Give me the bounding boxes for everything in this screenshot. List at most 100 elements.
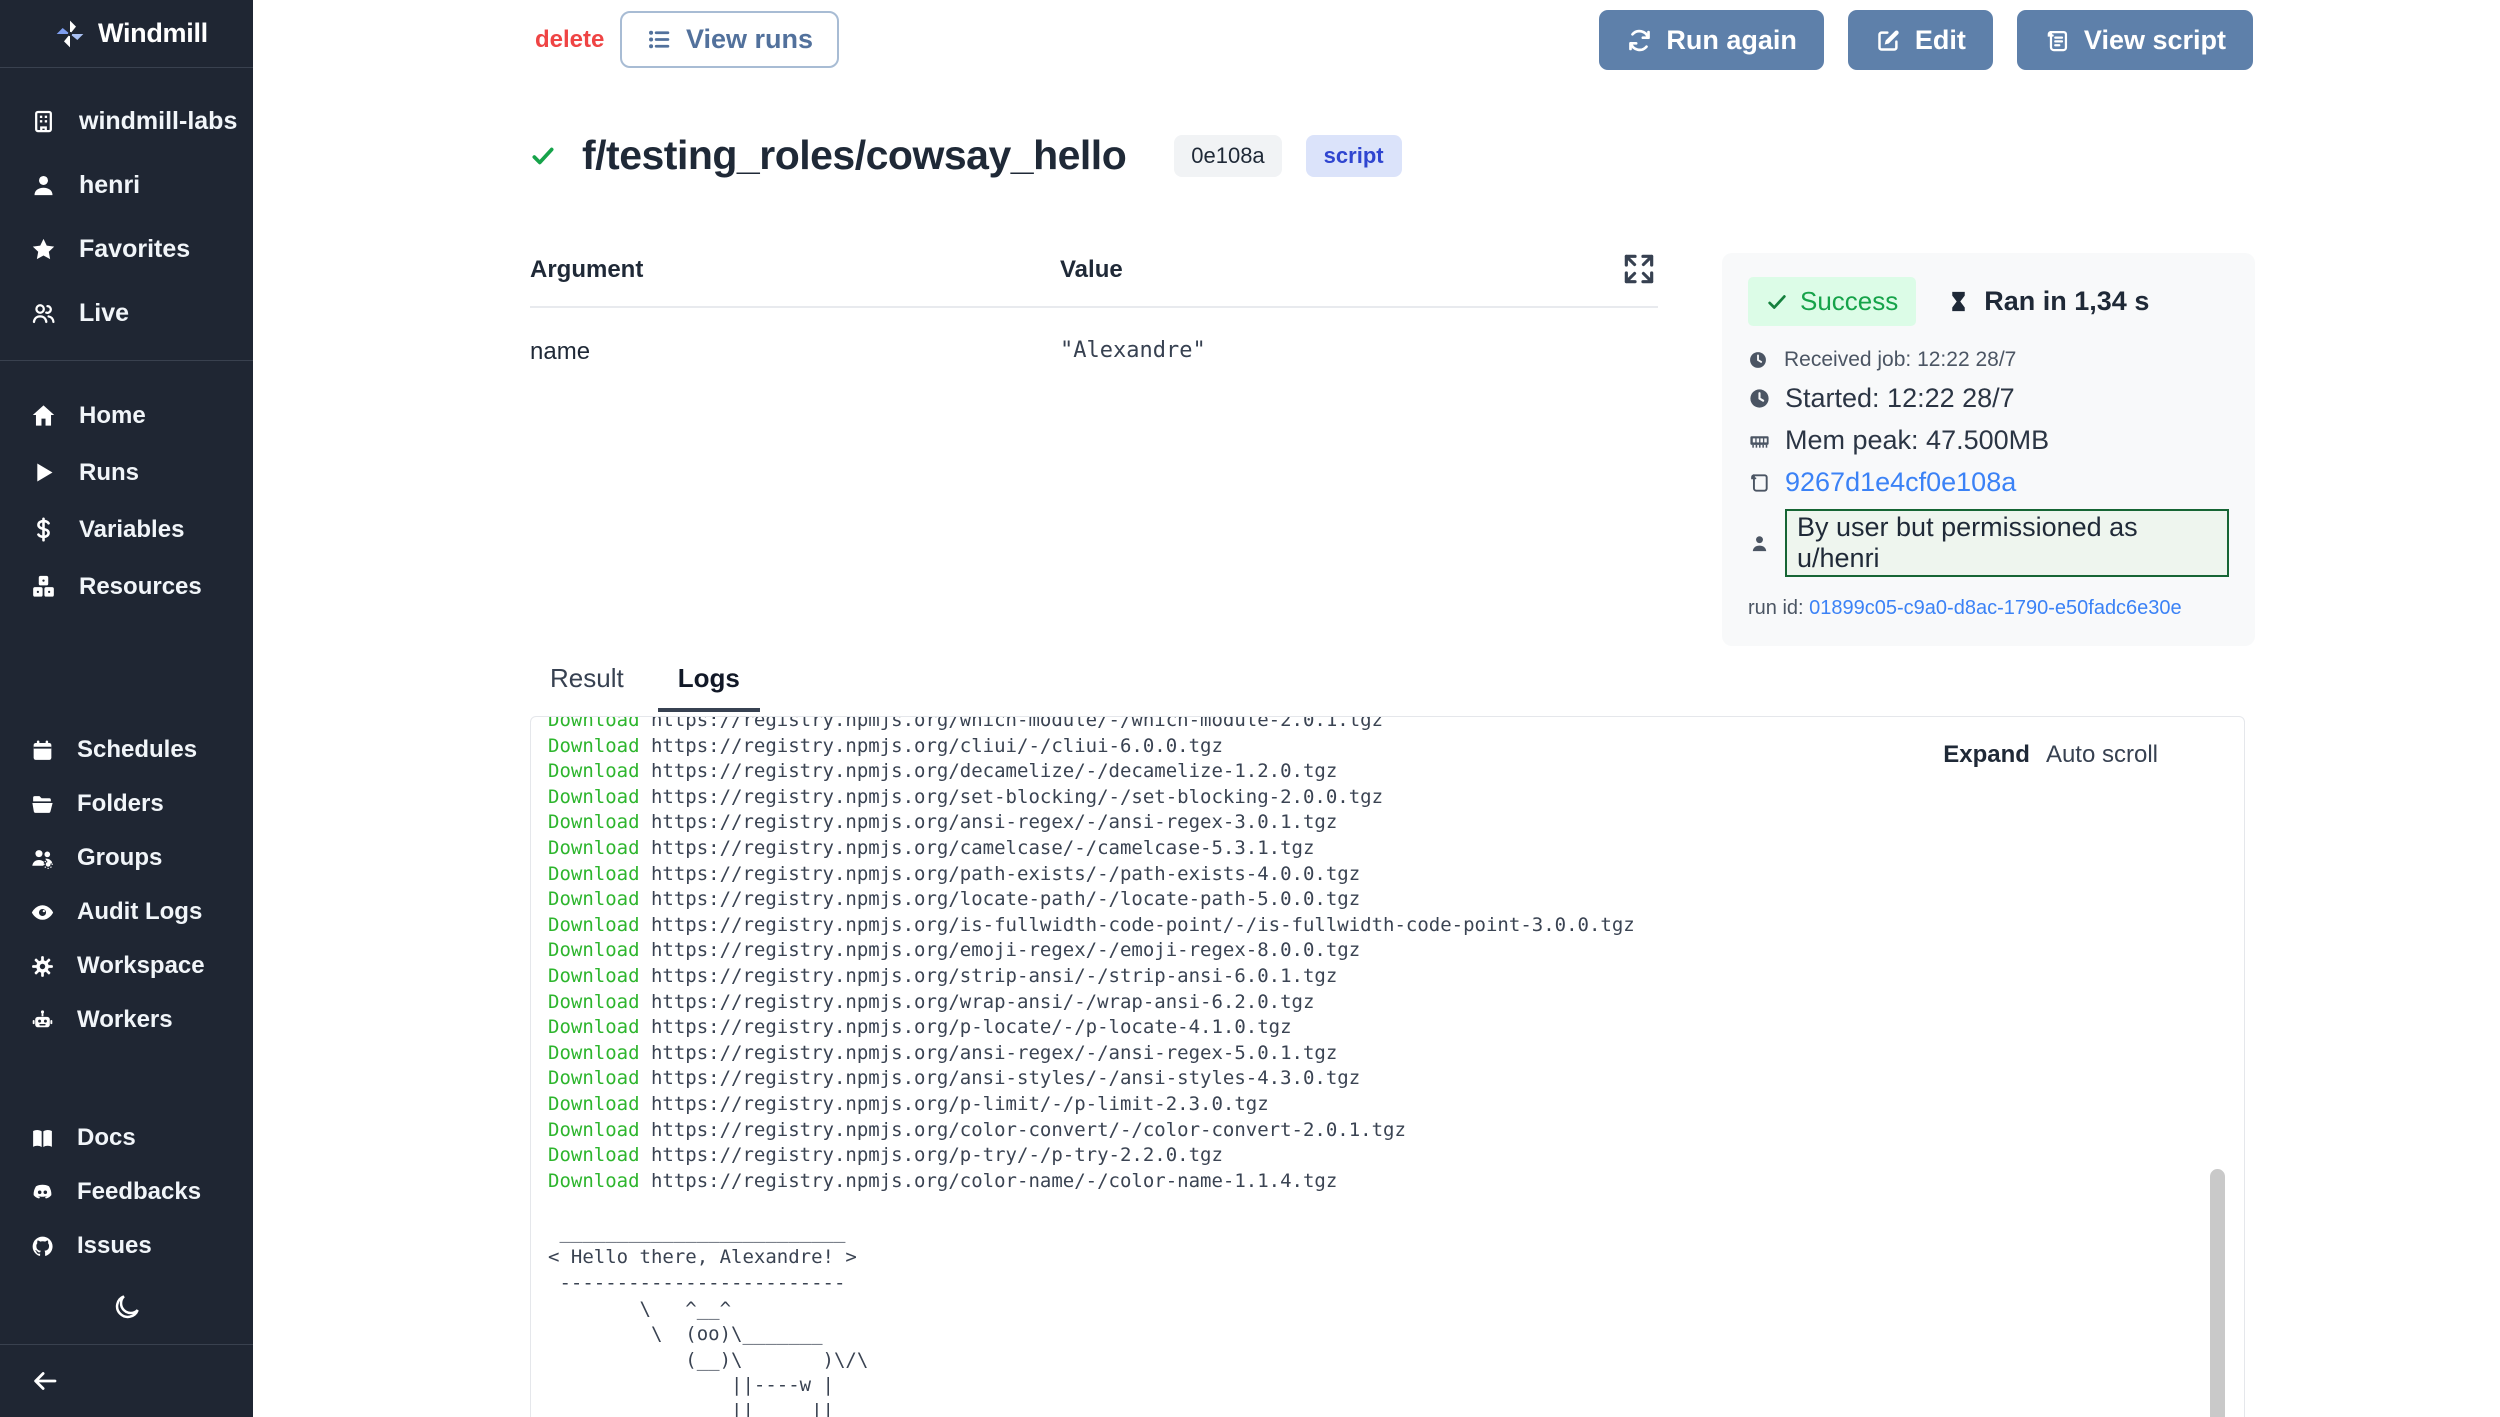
- sidebar-item-label: Workers: [77, 1006, 173, 1033]
- permission-label: By user but permissioned as u/henri: [1785, 509, 2229, 577]
- sidebar-item-label: Audit Logs: [77, 898, 203, 925]
- log-line: Download https://registry.npmjs.org/path…: [548, 862, 1361, 885]
- log-line: Download https://registry.npmjs.org/p-li…: [548, 1092, 1269, 1115]
- version-hash-badge: 0e108a: [1174, 134, 1282, 177]
- sidebar-item-schedules[interactable]: Schedules: [0, 723, 253, 777]
- log-line: Download https://registry.npmjs.org/wrap…: [548, 990, 1315, 1013]
- sidebar-item-workers[interactable]: Workers: [0, 993, 253, 1047]
- star-icon: [32, 238, 55, 259]
- result-logs-tabs: Result Logs: [530, 655, 760, 712]
- log-line: Download https://registry.npmjs.org/ansi…: [548, 811, 1338, 834]
- sidebar-item-runs[interactable]: Runs: [0, 444, 253, 501]
- arguments-table: Argument Value name "Alexandre": [530, 246, 1658, 366]
- edit-button[interactable]: Edit: [1847, 10, 1993, 70]
- arrow-left-icon: [34, 1372, 57, 1391]
- log-line: Download https://registry.npmjs.org/colo…: [548, 1169, 1338, 1192]
- scroll-icon: [2047, 30, 2067, 51]
- check-icon: [1768, 294, 1786, 309]
- sidebar-workspace-group: windmill-labs henri Favorites Live: [0, 89, 253, 345]
- tab-logs[interactable]: Logs: [657, 655, 760, 712]
- run-duration: Ran in 1,34 s: [1946, 286, 2149, 317]
- play-icon: [37, 463, 53, 482]
- log-line: Download https://registry.npmjs.org/set-…: [548, 785, 1384, 808]
- log-line: Download https://registry.npmjs.org/is-f…: [548, 913, 1635, 936]
- mem-peak-row: Mem peak: 47.500MB: [1748, 425, 2229, 456]
- delete-button[interactable]: delete: [535, 26, 605, 53]
- sidebar-item-variables[interactable]: Variables: [0, 501, 253, 558]
- calendar-icon: [33, 740, 52, 760]
- expand-icon[interactable]: [1620, 250, 1658, 288]
- autoscroll-toggle[interactable]: Auto scroll: [2045, 741, 2158, 768]
- collapse-sidebar-button[interactable]: [0, 1344, 253, 1417]
- app-logo[interactable]: Windmill: [0, 0, 253, 68]
- tab-result[interactable]: Result: [550, 663, 624, 693]
- windmill-logo-icon: [56, 20, 84, 47]
- sidebar-item-issues[interactable]: Issues: [0, 1219, 253, 1273]
- users-icon: [32, 303, 55, 323]
- permission-row: By user but permissioned as u/henri: [1748, 509, 2229, 577]
- sidebar-item-folders[interactable]: Folders: [0, 777, 253, 831]
- sidebar-item-label: Home: [79, 401, 146, 429]
- sidebar-nav-group: Home Runs Variables Resources: [0, 387, 253, 615]
- received-job-label: Received job: 12:22 28/7: [1784, 348, 2017, 371]
- sidebar-item-resources[interactable]: Resources: [0, 558, 253, 615]
- sidebar-item-label: Favorites: [79, 234, 191, 263]
- sidebar-item-workspace[interactable]: windmill-labs: [0, 89, 253, 153]
- view-script-button[interactable]: View script: [2016, 10, 2253, 70]
- sidebar: Windmill windmill-labs henri Favorites L…: [0, 0, 253, 1417]
- expand-logs-button[interactable]: Expand: [1943, 741, 2030, 768]
- memory-icon: [1750, 436, 1769, 448]
- sidebar-item-home[interactable]: Home: [0, 387, 253, 444]
- page-title: f/testing_roles/cowsay_hello: [582, 132, 1127, 178]
- log-line: Download https://registry.npmjs.org/colo…: [548, 1118, 1406, 1141]
- sidebar-item-workspace-settings[interactable]: Workspace: [0, 939, 253, 993]
- sidebar-item-label: Live: [79, 298, 130, 327]
- sidebar-item-favorites[interactable]: Favorites: [0, 217, 253, 281]
- duration-label: Ran in 1,34 s: [1984, 286, 2150, 316]
- sidebar-item-docs[interactable]: Docs: [0, 1111, 253, 1165]
- log-line: Download https://registry.npmjs.org/stri…: [548, 964, 1338, 987]
- log-line: Download https://registry.npmjs.org/deca…: [548, 760, 1338, 783]
- edit-icon: [1878, 30, 1899, 51]
- run-again-button[interactable]: Run again: [1599, 10, 1824, 70]
- dollar-icon: [37, 517, 50, 542]
- started-row: Started: 12:22 28/7: [1748, 383, 2229, 414]
- discord-icon: [33, 1184, 52, 1199]
- sidebar-item-feedbacks[interactable]: Feedbacks: [0, 1165, 253, 1219]
- sidebar-item-audit-logs[interactable]: Audit Logs: [0, 885, 253, 939]
- log-line: Download https://registry.npmjs.org/ansi…: [548, 1067, 1361, 1090]
- sidebar-item-label: Schedules: [77, 736, 198, 763]
- view-runs-button[interactable]: View runs: [620, 11, 840, 68]
- sidebar-item-label: windmill-labs: [79, 106, 238, 135]
- eye-icon: [31, 904, 54, 920]
- sidebar-item-label: Workspace: [77, 952, 205, 979]
- run-id-label: run id:: [1748, 597, 1810, 619]
- mem-peak-label: Mem peak: 47.500MB: [1785, 425, 2050, 455]
- sidebar-item-user[interactable]: henri: [0, 153, 253, 217]
- sidebar-item-groups[interactable]: Groups: [0, 831, 253, 885]
- log-line: Download https://registry.npmjs.org/loca…: [548, 888, 1361, 911]
- logs-panel[interactable]: Download https://registry.npmjs.org/whic…: [530, 716, 2245, 1417]
- status-label: Success: [1800, 286, 1899, 316]
- log-scrollbar[interactable]: [2210, 1169, 2225, 1417]
- table-row: name "Alexandre": [530, 308, 1658, 366]
- log-line: Download https://registry.npmjs.org/cliu…: [548, 734, 1223, 757]
- log-tools: Expand Auto scroll: [1935, 741, 2158, 769]
- argument-column-header: Argument: [530, 256, 644, 283]
- check-icon: [532, 147, 554, 164]
- run-id-link[interactable]: 01899c05-c9a0-d8ac-1790-e50fadc6e30e: [1809, 597, 2182, 619]
- script-hash-link[interactable]: 9267d1e4cf0e108a: [1785, 467, 2017, 497]
- log-line: Download https://registry.npmjs.org/emoj…: [548, 939, 1361, 962]
- refresh-icon: [1629, 29, 1651, 51]
- gear-icon: [32, 955, 53, 977]
- run-again-label: Run again: [1666, 24, 1797, 55]
- sidebar-item-live[interactable]: Live: [0, 281, 253, 345]
- dark-mode-toggle[interactable]: [0, 1281, 253, 1332]
- sidebar-divider: [0, 360, 253, 361]
- view-script-label: View script: [2083, 24, 2226, 55]
- boxes-icon: [33, 575, 54, 597]
- sidebar-item-label: Resources: [79, 572, 202, 600]
- log-line: Download https://registry.npmjs.org/whic…: [548, 716, 1384, 731]
- argument-value: "Alexandre": [1060, 338, 1206, 363]
